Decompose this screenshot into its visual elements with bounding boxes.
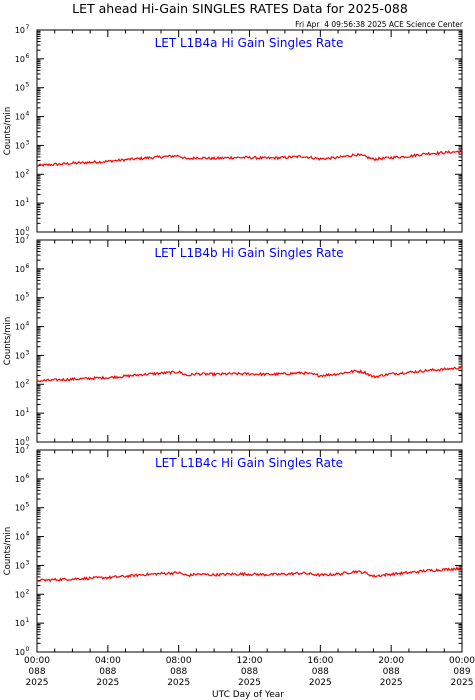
y-tick-exponent: 3: [26, 139, 30, 146]
x-tick-label: 2025: [451, 678, 474, 688]
series-line: [36, 565, 463, 583]
y-tick-label: 10: [15, 55, 25, 64]
x-tick-label: 2025: [26, 678, 49, 688]
y-tick-exponent: 6: [26, 263, 30, 270]
x-tick-label: 04:00: [95, 656, 121, 666]
panel-title: LET L1B4b Hi Gain Singles Rate: [154, 246, 343, 260]
y-tick-label: 10: [15, 648, 25, 657]
x-tick-label: 12:00: [237, 656, 263, 666]
x-tick-label: 08:00: [166, 656, 192, 666]
x-tick-label: 00:00: [449, 656, 475, 666]
x-tick-label: 088: [383, 667, 400, 677]
x-tick-label: 2025: [309, 678, 332, 688]
x-tick-label: 2025: [380, 678, 403, 688]
y-tick-label: 10: [15, 380, 25, 389]
y-tick-label: 10: [15, 113, 25, 122]
y-tick-label: 10: [15, 84, 25, 93]
plot-frame: [36, 239, 463, 443]
y-tick-label: 10: [15, 265, 25, 274]
y-tick-label: 10: [15, 236, 25, 245]
panel-title: LET L1B4c Hi Gain Singles Rate: [155, 456, 343, 470]
plot-frame: [36, 29, 463, 233]
y-tick-exponent: 3: [26, 559, 30, 566]
y-tick-exponent: 0: [26, 436, 30, 443]
x-tick-label: 089: [453, 667, 470, 677]
y-tick-exponent: 2: [26, 168, 30, 175]
x-tick-label: 16:00: [307, 656, 333, 666]
y-tick-exponent: 5: [26, 292, 30, 299]
y-tick-exponent: 2: [26, 588, 30, 595]
x-tick-label: 088: [28, 667, 45, 677]
y-tick-exponent: 3: [26, 349, 30, 356]
y-tick-label: 10: [15, 409, 25, 418]
y-tick-exponent: 7: [26, 24, 30, 31]
y-tick-label: 10: [15, 351, 25, 360]
panel-title: LET L1B4a Hi Gain Singles Rate: [155, 36, 344, 50]
y-tick-exponent: 7: [26, 234, 30, 241]
x-tick-label: 00:00: [24, 656, 50, 666]
generation-timestamp: Fri Apr 4 09:56:38 2025 ACE Science Cent…: [295, 20, 464, 29]
series-line: [36, 365, 463, 383]
y-axis-label: Counts/min: [3, 317, 13, 366]
x-axis-title: UTC Day of Year: [212, 690, 284, 700]
y-tick-label: 10: [15, 504, 25, 513]
y-tick-label: 10: [15, 26, 25, 35]
x-tick-label: 2025: [167, 678, 190, 688]
y-tick-label: 10: [15, 533, 25, 542]
y-tick-exponent: 6: [26, 53, 30, 60]
y-tick-label: 10: [15, 199, 25, 208]
y-tick-label: 10: [15, 170, 25, 179]
x-tick-label: 20:00: [378, 656, 404, 666]
x-tick-label: 2025: [96, 678, 119, 688]
y-tick-label: 10: [15, 446, 25, 455]
y-tick-label: 10: [15, 228, 25, 237]
y-tick-exponent: 4: [26, 321, 30, 328]
y-tick-exponent: 5: [26, 502, 30, 509]
series-line: [36, 149, 463, 168]
x-tick-label: 088: [241, 667, 258, 677]
y-tick-exponent: 1: [26, 407, 30, 414]
y-tick-label: 10: [15, 438, 25, 447]
x-axis-labels: 00:00088202504:00088202508:00088202512:0…: [24, 656, 475, 688]
y-axis-label: Counts/min: [3, 107, 13, 156]
y-tick-exponent: 5: [26, 82, 30, 89]
y-tick-exponent: 2: [26, 378, 30, 385]
x-tick-label: 088: [312, 667, 329, 677]
x-tick-label: 088: [170, 667, 187, 677]
y-tick-exponent: 1: [26, 197, 30, 204]
y-tick-label: 10: [15, 619, 25, 628]
y-tick-exponent: 4: [26, 531, 30, 538]
y-tick-exponent: 1: [26, 617, 30, 624]
y-axis-label: Counts/min: [3, 527, 13, 576]
y-tick-label: 10: [15, 294, 25, 303]
y-tick-label: 10: [15, 590, 25, 599]
y-tick-exponent: 0: [26, 226, 30, 233]
y-tick-exponent: 7: [26, 444, 30, 451]
y-tick-exponent: 6: [26, 473, 30, 480]
x-tick-label: 088: [99, 667, 116, 677]
y-tick-exponent: 0: [26, 646, 30, 653]
y-tick-exponent: 4: [26, 111, 30, 118]
y-tick-label: 10: [15, 561, 25, 570]
y-tick-label: 10: [15, 141, 25, 150]
y-tick-label: 10: [15, 475, 25, 484]
x-tick-label: 2025: [238, 678, 261, 688]
y-tick-label: 10: [15, 323, 25, 332]
figure-title: LET ahead Hi-Gain SINGLES RATES Data for…: [72, 1, 408, 16]
plot-frame: [36, 449, 463, 653]
